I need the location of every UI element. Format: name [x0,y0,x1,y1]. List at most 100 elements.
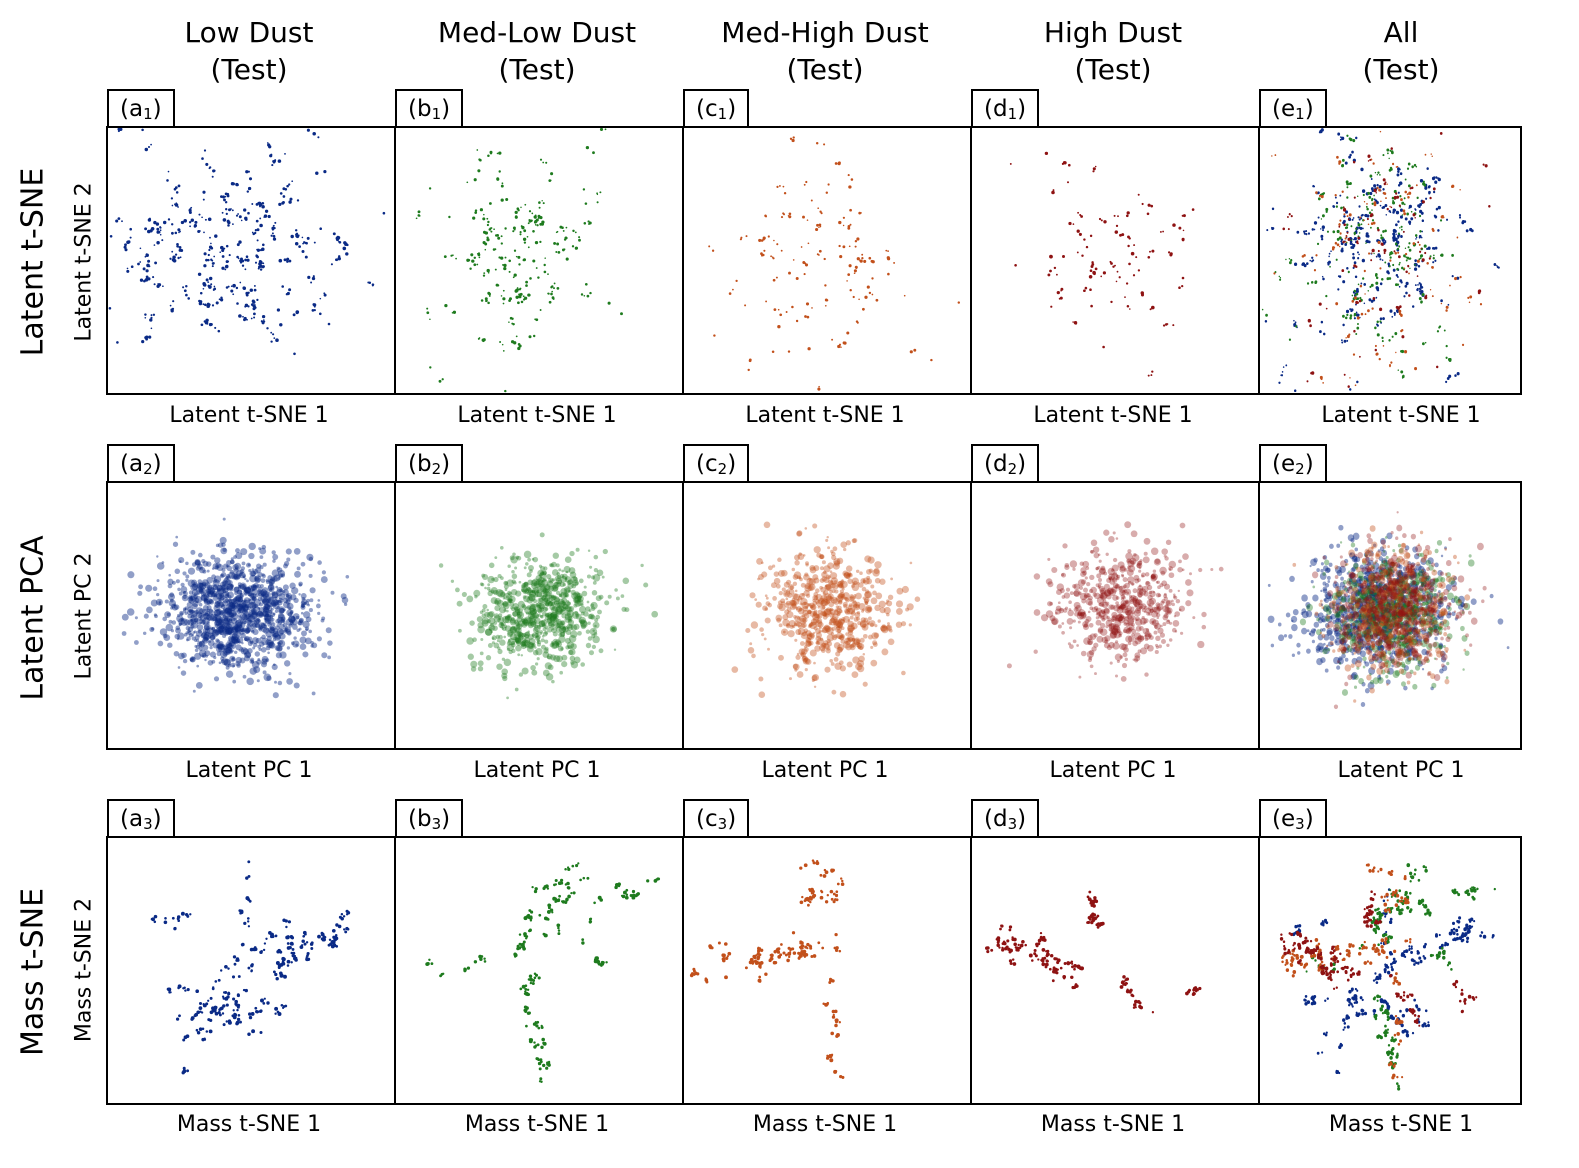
point-low-dust [327,655,332,660]
point-low-dust [244,628,251,634]
point-med-low-dust [477,666,484,672]
point-med-high-dust [809,633,815,639]
point-low-dust [1321,275,1324,278]
panel-tag-a1: (a1) [107,89,175,128]
point-med-high-dust [861,609,865,613]
point-low-dust [1319,330,1322,334]
point-med-high-dust [794,554,800,561]
point-low-dust [1375,255,1378,258]
point-med-low-dust [568,648,576,656]
point-med-high-dust [780,569,788,577]
point-med-low-dust [452,310,457,314]
point-low-dust [320,576,328,584]
point-med-high-dust [754,598,758,601]
point-low-dust [1351,218,1354,221]
point-med-low-dust [1423,244,1427,248]
point-med-low-dust [572,596,580,604]
point-med-high-dust [803,645,807,649]
point-low-dust [203,593,210,600]
point-med-high-dust [800,582,806,588]
point-low-dust [214,613,222,621]
point-high-dust [1159,632,1165,638]
point-med-low-dust [524,589,529,594]
point-low-dust [187,297,190,300]
point-med-high-dust [780,598,786,604]
point-high-dust [1055,605,1062,612]
point-low-dust [228,641,237,650]
point-med-low-dust [1392,201,1396,205]
point-low-dust [284,153,286,155]
point-low-dust [234,626,239,631]
tag-index: 1 [1295,105,1305,123]
point-med-low-dust [479,208,483,212]
point-low-dust [221,572,227,578]
point-low-dust [165,623,174,632]
point-low-dust [169,257,172,260]
point-high-dust [1132,640,1138,647]
point-high-dust [1137,599,1143,606]
point-low-dust [238,616,243,621]
point-med-low-dust [511,607,516,612]
point-med-high-dust [809,602,815,608]
point-high-dust [1084,618,1090,624]
point-high-dust [1390,147,1393,150]
point-med-high-dust [930,358,933,362]
point-med-low-dust [1382,154,1385,157]
point-med-low-dust [1346,186,1349,189]
point-low-dust [216,608,223,615]
point-med-high-dust [870,584,875,589]
point-med-high-dust [875,592,883,600]
point-med-high-dust [878,600,886,608]
point-med-low-dust [549,615,558,624]
point-low-dust [213,604,221,612]
point-med-high-dust [822,611,827,617]
point-high-dust [1162,605,1170,613]
point-low-dust [297,620,302,626]
point-low-dust [240,628,245,633]
point-low-dust [219,631,223,636]
point-low-dust [288,288,292,292]
point-low-dust [289,619,293,623]
point-low-dust [327,322,331,326]
point-med-low-dust [498,613,503,618]
point-low-dust [282,589,289,596]
point-low-dust [277,159,282,163]
point-med-low-dust [479,610,484,615]
point-med-low-dust [554,623,560,629]
point-med-low-dust [1374,171,1377,174]
point-med-low-dust [529,603,536,610]
point-high-dust [1132,595,1139,602]
point-high-dust [1109,631,1117,640]
point-med-low-dust [527,621,534,629]
point-med-high-dust [872,642,878,647]
point-med-low-dust [517,607,524,613]
point-med-high-dust [758,574,764,580]
point-med-low-dust [580,293,584,296]
point-low-dust [231,657,235,660]
point-med-low-dust [426,307,429,310]
point-med-high-dust [805,637,811,643]
point-med-low-dust [1409,257,1412,260]
point-high-dust [1128,308,1131,310]
point-med-low-dust [481,613,486,618]
point-low-dust [219,536,227,544]
point-med-high-dust [839,255,843,259]
point-low-dust [149,627,155,632]
point-low-dust [221,620,225,624]
point-low-dust [216,588,221,592]
point-med-high-dust [802,617,808,623]
point-med-low-dust [566,580,572,586]
point-med-high-dust [851,600,858,607]
point-high-dust [1089,574,1095,581]
point-low-dust [282,590,286,594]
point-med-low-dust [598,594,604,600]
point-med-high-dust [849,208,852,212]
point-med-high-dust [820,586,826,593]
point-med-low-dust [498,170,501,173]
point-low-dust [308,629,312,634]
point-high-dust [1033,609,1041,616]
point-high-dust [1165,539,1172,546]
point-high-dust [1159,583,1164,588]
point-high-dust [1144,633,1152,640]
point-med-high-dust [1467,296,1470,300]
